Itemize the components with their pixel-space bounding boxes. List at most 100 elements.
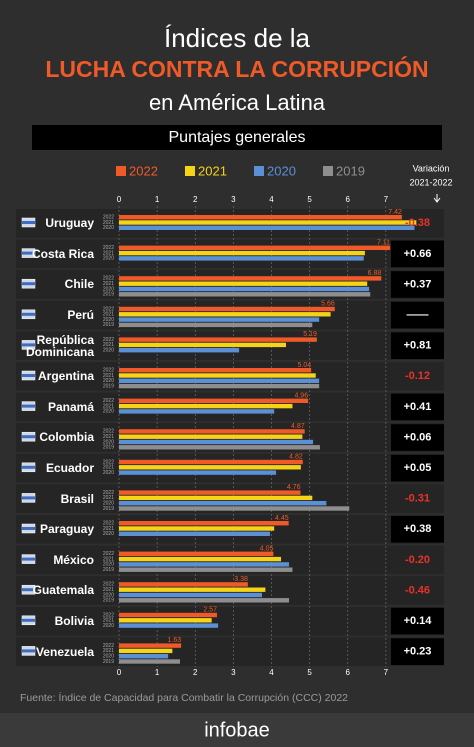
variation-value: -0.31	[405, 493, 430, 505]
year-label: 2020	[103, 654, 114, 660]
value-label: 1.63	[168, 637, 182, 644]
year-label: 2021	[103, 526, 114, 532]
bar	[119, 312, 331, 317]
year-label: 2021	[103, 434, 114, 440]
x-tick-label: 7	[384, 668, 389, 677]
year-label: 2019	[103, 322, 114, 328]
value-label: 4.45	[275, 515, 289, 522]
bar	[119, 470, 277, 475]
variation-box	[391, 454, 444, 482]
year-label: 2020	[103, 409, 114, 415]
flag-stripe	[22, 221, 35, 224]
year-label: 2019	[103, 383, 114, 389]
subtitle-box	[32, 125, 442, 150]
variation-box	[391, 638, 444, 665]
variation-box	[391, 271, 444, 298]
variation-title: Variación	[413, 163, 450, 173]
bar	[119, 592, 262, 598]
y-tick-label: Venezuela	[35, 644, 94, 659]
variation-value: +0.38	[404, 523, 432, 535]
year-label: 2020	[103, 562, 114, 568]
year-label: 2020	[103, 439, 114, 445]
bar	[119, 342, 286, 348]
bar	[119, 506, 350, 511]
bar	[119, 439, 314, 445]
year-label: 2019	[103, 659, 114, 665]
bar	[119, 322, 313, 328]
x-tick-label: 1	[155, 668, 160, 677]
variation-box	[391, 393, 444, 421]
bar	[119, 220, 417, 225]
y-tick-label: Bolivia	[54, 614, 94, 629]
bar	[119, 562, 290, 567]
flag-stripe	[22, 496, 35, 500]
bar	[119, 659, 180, 664]
bar	[119, 490, 301, 495]
bar	[119, 526, 275, 531]
bar	[119, 245, 391, 250]
flag-stripe	[22, 527, 35, 530]
bar	[119, 317, 320, 322]
y-tick-label: Ecuador	[45, 461, 94, 476]
bar	[119, 398, 309, 403]
year-label: 2020	[103, 501, 114, 507]
flag-stripe	[22, 251, 35, 255]
flag-stripe	[22, 649, 35, 653]
x-tick-label: 3	[231, 668, 236, 677]
bar	[119, 582, 248, 587]
year-label: 2022	[103, 245, 114, 251]
source: Fuente: Índice de Capacidad para Combati…	[20, 691, 348, 704]
year-label: 2020	[103, 348, 114, 354]
bar	[119, 403, 293, 409]
variation-value: -0.46	[405, 584, 430, 596]
bar	[119, 429, 305, 434]
year-label: 2019	[103, 292, 114, 298]
flag-stripe	[22, 588, 35, 592]
arrow	[433, 194, 441, 203]
y-tick-label: Uruguay	[45, 216, 94, 231]
bar	[119, 459, 303, 465]
bar	[119, 654, 169, 659]
bar	[119, 587, 266, 592]
value-label: 6.88	[368, 270, 382, 277]
year-label: 2022	[103, 551, 114, 557]
year-label: 2022	[103, 582, 114, 588]
bar	[119, 434, 303, 439]
year-label: 2020	[103, 531, 114, 537]
y-tick-label: Guatemala	[32, 583, 94, 598]
year-label: 2021	[103, 556, 114, 562]
x-tick-label: 6	[346, 668, 351, 677]
y-tick-label: Perú	[67, 308, 94, 323]
value-label: 4.76	[287, 484, 301, 491]
bar	[119, 256, 364, 261]
variation-value: -0.12	[405, 370, 430, 382]
year-label: 2020	[103, 256, 114, 262]
variation-value: +0.41	[404, 401, 432, 413]
year-label: 2022	[103, 306, 114, 312]
y-tick-label: República Dominicana	[25, 332, 94, 359]
bar	[119, 598, 290, 603]
flag-stripe	[22, 404, 35, 408]
year-label: 2021	[103, 373, 114, 379]
variation-value: -0.20	[405, 554, 430, 566]
year-label: 2021	[103, 220, 114, 226]
bar	[119, 567, 293, 572]
year-label: 2019	[103, 445, 114, 451]
bar	[119, 306, 335, 312]
variation-value: -0.38	[405, 217, 430, 229]
flag-stripe	[22, 374, 35, 377]
bar	[119, 465, 301, 470]
x-tick-label: 0	[117, 668, 122, 677]
variation-box	[391, 332, 444, 359]
bar	[119, 618, 212, 623]
year-label: 2022	[103, 276, 114, 282]
legend-swatch	[185, 166, 195, 176]
value-label: 4.96	[294, 392, 308, 399]
bar	[119, 521, 289, 526]
value-label: 4.87	[291, 423, 305, 430]
y-tick-label: Brasil	[60, 491, 94, 506]
variation-value: +0.05	[404, 462, 432, 474]
bar	[119, 281, 368, 286]
year-label: 2020	[103, 286, 114, 292]
x-tick-label: 6	[346, 195, 351, 204]
